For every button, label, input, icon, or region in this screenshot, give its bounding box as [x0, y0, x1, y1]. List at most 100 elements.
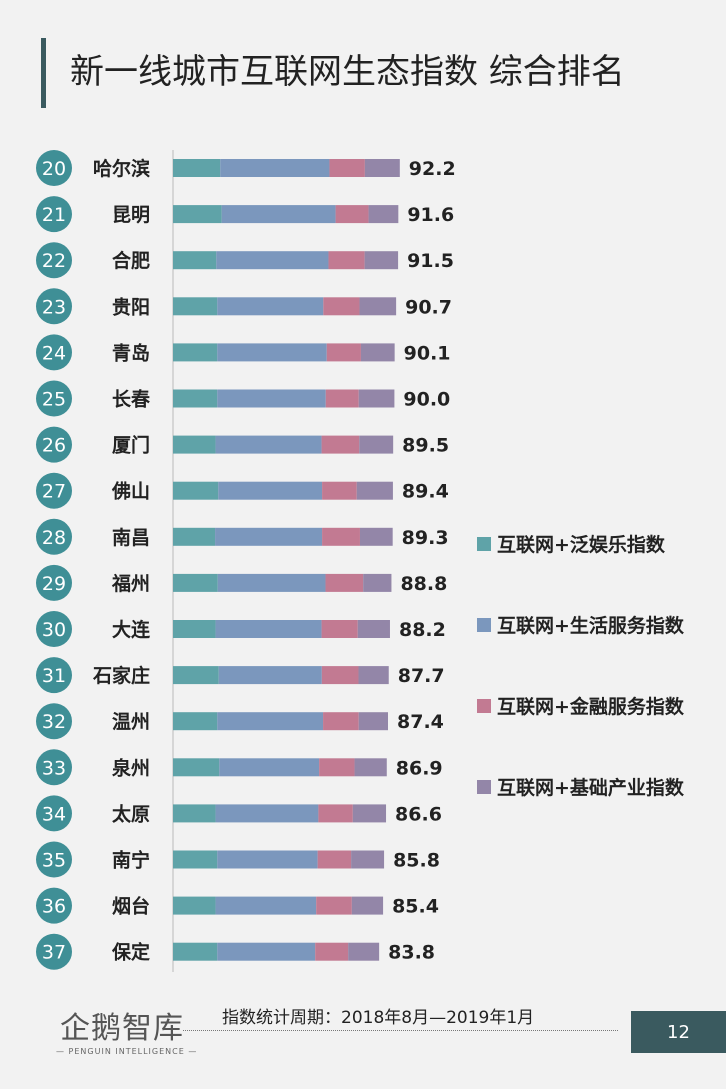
- legend-item: 互联网+泛娱乐指数: [477, 530, 665, 557]
- bar-segment-entertainment: [173, 850, 218, 869]
- bar-segment-entertainment: [173, 481, 219, 500]
- city-label: 南昌: [112, 527, 150, 549]
- bar-segment-entertainment: [173, 297, 218, 316]
- total-value-label: 90.7: [405, 296, 452, 318]
- legend-label: 互联网+金融服务指数: [497, 696, 684, 718]
- bar-segment-industry: [363, 573, 392, 592]
- rank-badge: [36, 841, 72, 878]
- legend-item: 互联网+金融服务指数: [477, 692, 684, 719]
- bar-segment-life: [217, 942, 316, 961]
- total-value-label: 89.4: [402, 481, 449, 503]
- bar-segment-finance: [315, 942, 349, 961]
- bar-segment-life: [215, 804, 319, 823]
- rank-label: 21: [42, 204, 66, 226]
- rank-badge: [36, 472, 72, 509]
- bar-segment-life: [220, 159, 330, 177]
- bar-segment-entertainment: [173, 896, 216, 915]
- rank-badge: [36, 749, 72, 786]
- bar-segment-entertainment: [173, 343, 218, 362]
- city-label: 福州: [111, 572, 150, 595]
- city-label: 大连: [112, 618, 151, 641]
- rank-label: 34: [42, 803, 66, 825]
- bar-segment-life: [217, 573, 326, 592]
- penguin-intelligence-logo: 企鹅智库 — PENGUIN INTELLIGENCE —: [56, 1003, 196, 1063]
- bar-segment-industry: [368, 205, 399, 224]
- logo-text: 企鹅智库: [60, 1011, 184, 1046]
- rank-badge: [36, 150, 72, 186]
- legend-label: 互联网+基础产业指数: [497, 777, 684, 799]
- bar-segment-life: [217, 850, 318, 869]
- city-label: 哈尔滨: [93, 157, 150, 180]
- total-value-label: 86.6: [395, 803, 442, 825]
- total-value-label: 90.0: [403, 389, 450, 411]
- bar-segment-industry: [348, 942, 380, 961]
- rank-badge: [36, 611, 72, 647]
- rank-label: 25: [42, 389, 66, 411]
- city-label: 佛山: [111, 480, 150, 503]
- bar-segment-life: [221, 205, 336, 224]
- rank-label: 27: [42, 481, 66, 503]
- bar-segment-industry: [358, 389, 395, 408]
- total-value-label: 91.5: [407, 250, 454, 272]
- bar-segment-industry: [360, 343, 395, 362]
- bar-segment-entertainment: [173, 712, 218, 731]
- rank-label: 23: [42, 296, 66, 318]
- bar-segment-finance: [321, 666, 359, 685]
- bar-segment-finance: [325, 573, 364, 592]
- total-value-label: 85.8: [393, 850, 440, 872]
- rank-badge: [36, 795, 72, 832]
- total-value-label: 87.7: [398, 665, 445, 687]
- total-value-label: 85.4: [392, 896, 439, 918]
- bar-segment-life: [218, 666, 322, 685]
- city-label: 石家庄: [92, 664, 150, 687]
- bar-segment-finance: [335, 205, 369, 224]
- bar-segment-finance: [325, 389, 359, 408]
- rank-badge: [36, 703, 72, 740]
- footer-divider: [183, 1030, 618, 1031]
- city-label: 青岛: [112, 341, 150, 364]
- bar-segment-entertainment: [173, 159, 221, 177]
- bar-segment-industry: [351, 896, 384, 915]
- bar-segment-entertainment: [173, 573, 218, 592]
- bar-segment-industry: [358, 712, 389, 731]
- logo-subtitle: — PENGUIN INTELLIGENCE —: [56, 1047, 198, 1056]
- bar-segment-entertainment: [173, 666, 219, 685]
- bar-segment-industry: [364, 251, 399, 270]
- legend-label: 互联网+生活服务指数: [497, 615, 684, 637]
- bar-segment-industry: [351, 850, 385, 869]
- bar-segment-finance: [323, 712, 359, 731]
- legend-item: 互联网+生活服务指数: [477, 611, 684, 638]
- bar-segment-life: [215, 620, 322, 638]
- city-label: 昆明: [112, 204, 150, 226]
- rank-badge: [36, 380, 72, 417]
- bar-segment-entertainment: [173, 251, 217, 270]
- bar-segment-finance: [318, 804, 353, 823]
- bar-segment-finance: [319, 758, 355, 777]
- bar-segment-industry: [352, 804, 387, 823]
- bar-segment-life: [217, 343, 327, 362]
- bar-segment-life: [219, 758, 320, 777]
- rank-label: 20: [42, 158, 66, 180]
- bar-segment-entertainment: [173, 758, 220, 777]
- total-value-label: 88.2: [399, 619, 446, 641]
- bar-segment-finance: [316, 896, 352, 915]
- bar-segment-entertainment: [173, 389, 218, 408]
- bar-segment-finance: [322, 481, 357, 500]
- bar-segment-industry: [359, 435, 394, 454]
- rank-label: 36: [42, 896, 66, 918]
- rank-label: 22: [42, 250, 66, 272]
- bar-segment-finance: [329, 159, 365, 177]
- bar-segment-industry: [364, 159, 400, 177]
- rank-badge: [36, 933, 72, 970]
- total-value-label: 90.1: [404, 342, 451, 364]
- rank-label: 26: [42, 435, 66, 457]
- rank-label: 31: [42, 665, 66, 687]
- title-accent-bar: [41, 38, 46, 108]
- total-value-label: 87.4: [397, 711, 444, 733]
- bar-segment-industry: [358, 666, 389, 685]
- bar-segment-life: [215, 896, 317, 915]
- rank-badge: [36, 887, 72, 924]
- rank-badge: [36, 288, 72, 325]
- bar-segment-finance: [328, 251, 365, 270]
- city-label: 泉州: [111, 756, 150, 779]
